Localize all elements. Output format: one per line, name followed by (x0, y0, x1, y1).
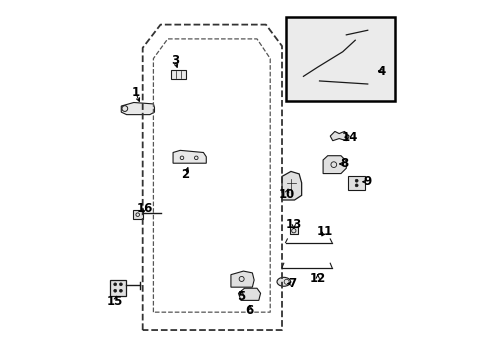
Text: 4: 4 (377, 64, 386, 77)
Text: 1: 1 (131, 86, 140, 99)
Circle shape (119, 289, 122, 292)
Text: 11: 11 (316, 225, 332, 238)
Circle shape (352, 30, 357, 35)
Text: 13: 13 (285, 218, 301, 231)
Circle shape (309, 78, 315, 84)
Text: 5: 5 (237, 289, 245, 303)
Polygon shape (133, 210, 142, 219)
Polygon shape (323, 156, 346, 174)
Polygon shape (110, 280, 125, 296)
Polygon shape (347, 176, 365, 190)
Polygon shape (171, 70, 186, 79)
Circle shape (114, 283, 116, 286)
Text: 10: 10 (278, 188, 294, 201)
Text: 15: 15 (107, 295, 123, 308)
Ellipse shape (276, 277, 290, 286)
Text: 9: 9 (363, 175, 371, 188)
Circle shape (354, 179, 357, 182)
Polygon shape (238, 288, 260, 300)
Polygon shape (329, 131, 348, 141)
Text: 14: 14 (341, 131, 357, 144)
Polygon shape (289, 227, 298, 234)
Text: 3: 3 (170, 54, 179, 67)
Polygon shape (230, 271, 254, 287)
Polygon shape (121, 103, 154, 114)
Text: 6: 6 (245, 304, 253, 317)
Circle shape (354, 184, 357, 187)
Circle shape (119, 283, 122, 286)
Text: 16: 16 (136, 202, 152, 215)
Bar (285, 18, 394, 102)
Circle shape (114, 289, 116, 292)
Text: 2: 2 (181, 168, 189, 181)
Polygon shape (282, 171, 301, 200)
Polygon shape (173, 150, 206, 163)
Text: 12: 12 (309, 272, 325, 285)
Text: 7: 7 (288, 277, 296, 290)
Text: 8: 8 (340, 157, 348, 170)
